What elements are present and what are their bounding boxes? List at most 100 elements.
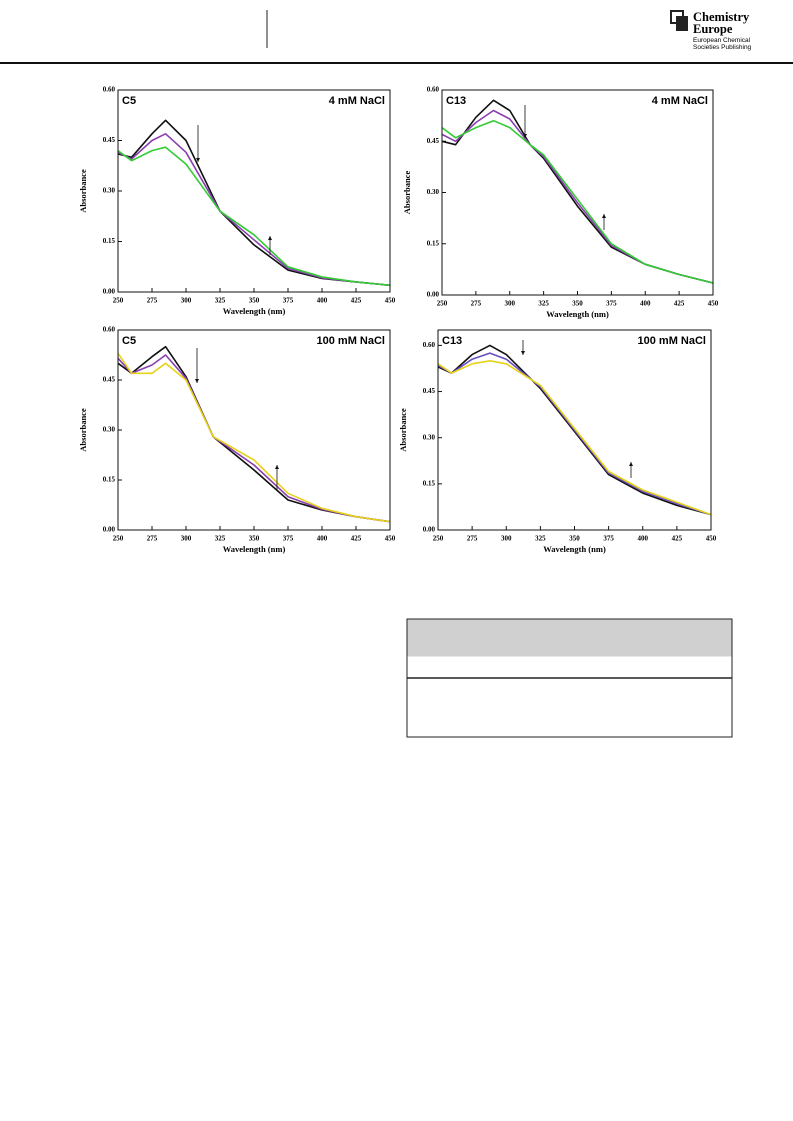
arrow-head: [523, 134, 527, 138]
x-tick-label: 450: [385, 535, 396, 543]
y-tick-label: 0.00: [103, 288, 116, 296]
chart-subtitle: 4 mM NaCl: [652, 95, 708, 107]
y-tick-label: 0.45: [427, 137, 440, 145]
x-tick-label: 400: [317, 535, 328, 543]
x-axis-label: Wavelength (nm): [223, 544, 286, 554]
x-tick-label: 250: [113, 535, 124, 543]
x-tick-label: 275: [147, 297, 158, 305]
x-tick-label: 425: [351, 297, 362, 305]
x-tick-label: 325: [215, 297, 226, 305]
y-tick-label: 0.00: [423, 526, 436, 534]
y-tick-label: 0.45: [103, 376, 116, 384]
publisher: European Chemical: [693, 37, 751, 44]
y-tick-label: 0.15: [103, 237, 116, 245]
x-tick-label: 375: [606, 300, 617, 308]
y-tick-label: 0.60: [427, 86, 440, 94]
table: [406, 618, 733, 738]
x-tick-label: 450: [706, 535, 717, 543]
x-tick-label: 325: [538, 300, 549, 308]
x-tick-label: 350: [572, 300, 583, 308]
y-tick-label: 0.45: [103, 136, 116, 144]
x-tick-label: 450: [708, 300, 719, 308]
spectrum-line: [437, 360, 712, 516]
arrow-head: [268, 236, 272, 240]
x-tick-label: 300: [501, 535, 512, 543]
y-tick-label: 0.15: [423, 479, 436, 487]
x-axis-label: Wavelength (nm): [543, 544, 606, 554]
x-tick-label: 300: [505, 300, 516, 308]
logo-mark: [676, 16, 688, 31]
chart-title: C13: [442, 335, 462, 347]
arrow-head: [275, 465, 279, 469]
x-tick-label: 425: [674, 300, 685, 308]
x-tick-label: 275: [471, 300, 482, 308]
arrow-head: [521, 351, 525, 355]
x-tick-label: 350: [249, 535, 260, 543]
y-tick-label: 0.30: [103, 426, 116, 434]
y-axis-label: Absorbance: [398, 408, 408, 452]
chart-subtitle: 4 mM NaCl: [329, 95, 385, 107]
y-tick-label: 0.30: [103, 187, 116, 195]
x-tick-label: 400: [317, 297, 328, 305]
publisher: Societies Publishing: [693, 44, 752, 51]
y-tick-label: 0.15: [103, 476, 116, 484]
spectrum-line: [441, 119, 714, 284]
chart: 250 275 300 325 350 375 400 425 450 0.00 0.15 0.30 0…: [78, 86, 396, 316]
arrow-head: [195, 379, 199, 383]
x-tick-label: 250: [433, 535, 444, 543]
y-tick-label: 0.30: [423, 433, 436, 441]
spectrum-line: [117, 146, 391, 287]
y-tick-label: 0.60: [103, 326, 116, 334]
chart: 250 275 300 325 350 375 400 425 450 0.00 0.15 0.30 0…: [402, 86, 719, 319]
arrow-head: [602, 214, 606, 218]
x-tick-label: 300: [181, 535, 192, 543]
x-tick-label: 275: [147, 535, 158, 543]
x-tick-label: 450: [385, 297, 396, 305]
x-tick-label: 375: [603, 535, 614, 543]
x-axis-label: Wavelength (nm): [546, 309, 609, 319]
y-tick-label: 0.00: [103, 526, 116, 534]
x-tick-label: 375: [283, 535, 294, 543]
brand: Europe: [693, 22, 733, 36]
table-header: [407, 619, 732, 657]
x-tick-label: 275: [467, 535, 478, 543]
x-tick-label: 425: [672, 535, 683, 543]
x-tick-label: 250: [113, 297, 124, 305]
chart: 250 275 300 325 350 375 400 425 450 0.00 0.15 0.30 0…: [78, 326, 396, 554]
chart-title: C13: [446, 95, 466, 107]
spectrum-line: [117, 352, 391, 523]
x-tick-label: 325: [215, 535, 226, 543]
chart-subtitle: 100 mM NaCl: [317, 335, 385, 347]
arrow-head: [196, 158, 200, 162]
x-tick-label: 325: [535, 535, 546, 543]
y-tick-label: 0.60: [423, 341, 436, 349]
arrow-head: [629, 462, 633, 466]
spectrum-line: [437, 344, 712, 516]
x-tick-label: 350: [249, 297, 260, 305]
y-tick-label: 0.45: [423, 387, 436, 395]
x-tick-label: 400: [640, 300, 651, 308]
y-tick-label: 0.00: [427, 291, 440, 299]
y-tick-label: 0.30: [427, 188, 440, 196]
logo: Chemistry Europe European Chemical Socie…: [670, 10, 752, 51]
x-axis-label: Wavelength (nm): [223, 306, 286, 316]
chart: 250 275 300 325 350 375 400 425 450 0.00 0.15 0.30 0…: [398, 329, 717, 554]
x-tick-label: 350: [569, 535, 580, 543]
chart-subtitle: 100 mM NaCl: [638, 335, 706, 347]
x-tick-label: 400: [638, 535, 649, 543]
x-tick-label: 375: [283, 297, 294, 305]
x-tick-label: 250: [437, 300, 448, 308]
spectrum-line: [437, 352, 712, 516]
y-tick-label: 0.15: [427, 239, 440, 247]
chart-title: C5: [122, 335, 136, 347]
y-axis-label: Absorbance: [78, 169, 88, 213]
y-axis-label: Absorbance: [78, 408, 88, 452]
x-tick-label: 300: [181, 297, 192, 305]
y-tick-label: 0.60: [103, 86, 116, 94]
chart-title: C5: [122, 95, 136, 107]
brand: Chemistry: [693, 10, 750, 24]
x-tick-label: 425: [351, 535, 362, 543]
y-axis-label: Absorbance: [402, 171, 412, 215]
